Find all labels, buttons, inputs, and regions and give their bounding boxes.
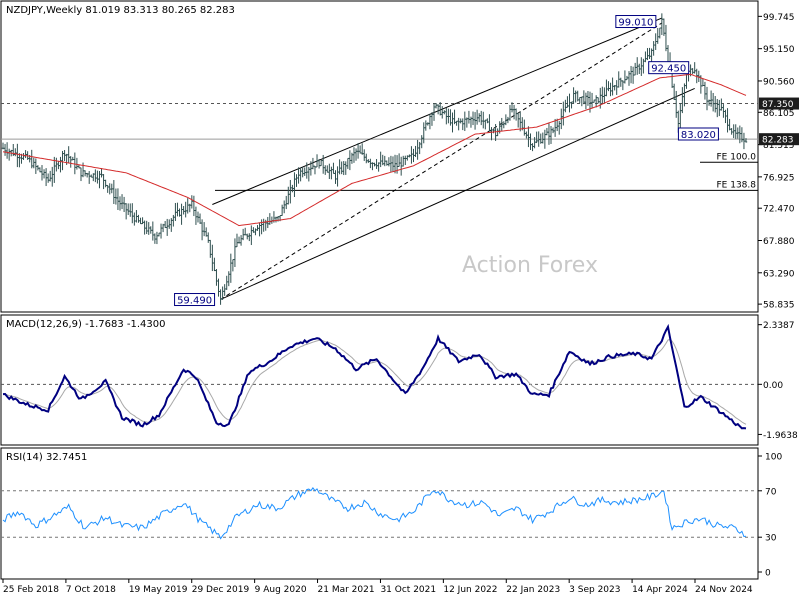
macd-tick-label: 2.3387 (763, 321, 795, 331)
x-tick-label: 3 Sep 2023 (569, 585, 620, 595)
x-tick-label: 21 Mar 2021 (318, 585, 375, 595)
price-tick-label: 72.470 (763, 205, 795, 215)
macd-tick-label: -1.9638 (763, 431, 798, 441)
channel-upper-line (212, 17, 663, 205)
x-tick-label: 9 Aug 2020 (255, 585, 307, 595)
price-tick-label: 86.105 (763, 109, 795, 119)
price-annotation: 59.490 (174, 293, 216, 307)
price-annotation-box (174, 293, 216, 307)
price-tick-label: 58.835 (763, 301, 795, 311)
x-tick-label: 29 Dec 2019 (192, 585, 250, 595)
macd-tick-label: 0.00 (763, 381, 783, 391)
price-tick-label: 81.515 (763, 141, 795, 151)
level-label: 82.283 (759, 133, 799, 146)
price-annotation: 99.010 (615, 15, 657, 29)
channel-lower-line (220, 87, 695, 300)
price-tick-label: 67.880 (763, 237, 795, 247)
axis-layer: 99.745 95.150 90.560 86.105 81.515 76.925 72.4… (2, 13, 799, 595)
x-tick-label: 22 Jan 2023 (506, 585, 560, 595)
x-tick-label: 25 Feb 2018 (3, 585, 59, 595)
level-label-box (759, 97, 799, 110)
price-tick-label: 90.560 (763, 77, 795, 87)
rsi-tick-label: 0 (765, 569, 771, 579)
level-label-box (759, 133, 799, 146)
ohlc-bar (744, 138, 748, 143)
macd-pane (0, 314, 759, 446)
macd-layer (1, 323, 758, 430)
chart-header: NZDJPY,Weekly 81.019 83.313 80.265 82.28… (6, 5, 235, 16)
macd-signal-line (2, 338, 747, 425)
macd-label: MACD(12,26,9) -1.7683 -1.4300 (6, 319, 166, 330)
x-tick-label: 14 Apr 2024 (632, 585, 688, 595)
price-layer: FE 100.0 FE 138.8 99.010 92.450 83.020 59.490 (1, 13, 758, 307)
rsi-tick-label: 100 (765, 453, 782, 463)
price-pane (0, 0, 759, 313)
level-label-text: 87.350 (762, 100, 794, 110)
channel-dashed-line (220, 22, 663, 300)
x-tick-label: 19 May 2019 (129, 585, 188, 595)
rsi-pane (0, 447, 759, 580)
x-tick-label: 7 Oct 2018 (66, 585, 116, 595)
x-tick-label: 12 Jun 2022 (443, 585, 497, 595)
price-annotation-box (615, 15, 657, 29)
fe-level-label: FE 138.8 (717, 180, 757, 190)
price-annotation-label: 83.020 (681, 130, 716, 141)
ma55-line (2, 73, 747, 227)
x-tick-label: 31 Oct 2021 (380, 585, 436, 595)
rsi-tick-label: 70 (765, 487, 777, 497)
price-annotation-label: 99.010 (618, 18, 653, 29)
rsi-line (2, 487, 747, 540)
price-annotation-box (648, 61, 690, 75)
price-annotation: 92.450 (648, 61, 690, 75)
level-label-text: 82.283 (762, 136, 794, 146)
x-tick-label: 24 Nov 2024 (695, 585, 753, 595)
fe-level-label: FE 100.0 (717, 152, 757, 162)
price-tick-label: 63.290 (763, 269, 795, 279)
price-tick-label: 95.150 (763, 45, 795, 55)
price-annotation: 83.020 (677, 127, 719, 141)
price-annotation-label: 59.490 (177, 296, 212, 307)
price-annotation-label: 92.450 (651, 64, 686, 75)
rsi-label: RSI(14) 32.7451 (6, 452, 87, 463)
price-tick-label: 99.745 (763, 13, 795, 23)
rsi-layer (1, 487, 758, 540)
watermark: Action Forex (462, 253, 598, 278)
price-tick-label: 76.925 (763, 173, 795, 183)
price-annotation-box (677, 127, 719, 141)
macd-main-line (2, 323, 747, 430)
rsi-tick-label: 30 (765, 534, 777, 544)
level-label: 87.350 (759, 97, 799, 110)
